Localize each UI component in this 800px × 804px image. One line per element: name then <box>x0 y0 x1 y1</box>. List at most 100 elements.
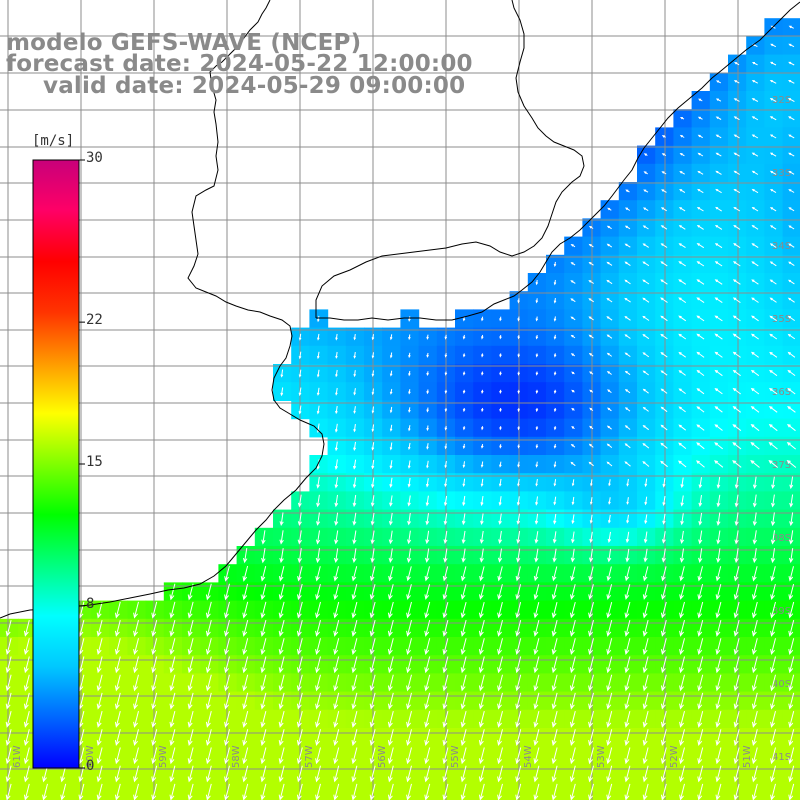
wind-arrow <box>133 619 139 637</box>
wind-arrow <box>426 334 429 340</box>
wind-arrow <box>624 638 631 656</box>
wind-arrow <box>371 424 375 433</box>
colorbar <box>32 159 85 769</box>
wind-arrow <box>569 638 576 656</box>
wind-arrow <box>478 656 485 674</box>
wind-arrow <box>461 548 466 563</box>
wind-arrow <box>316 351 320 360</box>
wind-arrow <box>769 207 777 212</box>
wind-arrow <box>589 531 593 544</box>
wind-arrow <box>697 729 704 747</box>
wind-arrow <box>205 638 212 656</box>
wind-arrow <box>680 495 684 507</box>
wind-arrow <box>316 494 321 508</box>
wind-arrow <box>333 601 340 619</box>
wind-arrow <box>407 460 411 469</box>
wind-arrow <box>734 62 740 66</box>
wind-arrow <box>114 710 121 728</box>
wind-arrow <box>679 601 685 619</box>
wind-arrow <box>114 765 121 783</box>
wind-arrow <box>624 765 631 783</box>
wind-arrow <box>661 153 667 157</box>
wind-arrow <box>425 530 430 545</box>
wind-arrow <box>769 134 777 139</box>
wind-arrow <box>697 710 704 728</box>
wind-arrow <box>481 407 484 413</box>
wind-arrow <box>353 352 357 359</box>
wind-arrow <box>387 619 394 637</box>
wind-arrow <box>497 619 503 637</box>
colorbar-ticks <box>79 159 85 769</box>
wind-arrow <box>353 424 357 433</box>
wind-arrow <box>205 674 212 692</box>
wind-arrow <box>96 765 103 783</box>
longitude-label: 57W <box>304 745 315 768</box>
wind-arrow <box>279 548 284 564</box>
wind-arrow <box>315 674 321 692</box>
wind-arrow <box>588 243 594 248</box>
wind-arrow <box>734 530 739 545</box>
wind-arrow <box>133 710 139 728</box>
wind-arrow <box>643 171 648 175</box>
wind-arrow <box>768 387 778 395</box>
latitude-label: 36S <box>772 387 791 398</box>
wind-arrow <box>588 352 594 357</box>
colorbar-tick-label: 15 <box>86 454 103 470</box>
wind-arrow <box>642 388 649 394</box>
wind-arrow <box>678 315 687 322</box>
wind-arrow <box>278 692 285 710</box>
wind-arrow <box>624 352 631 358</box>
wind-arrow <box>315 601 321 619</box>
wind-arrow <box>553 513 557 525</box>
wind-arrow <box>169 619 176 637</box>
wind-arrow <box>242 583 249 601</box>
wind-arrow <box>642 584 649 600</box>
wind-arrow <box>788 261 795 267</box>
wind-arrow <box>334 459 339 470</box>
wind-arrow <box>515 619 522 637</box>
longitude-label: 58W <box>231 745 242 768</box>
wind-arrow <box>533 566 540 582</box>
wind-arrow <box>151 619 158 637</box>
wind-arrow <box>697 134 703 139</box>
wind-arrow <box>788 619 795 637</box>
wind-arrow <box>571 531 575 544</box>
wind-arrow <box>478 710 485 728</box>
wind-arrow <box>426 407 429 413</box>
wind-arrow <box>515 692 522 710</box>
wind-arrow <box>205 710 212 728</box>
wind-arrow <box>460 619 467 637</box>
wind-arrow <box>714 388 723 395</box>
wind-arrow <box>788 674 795 692</box>
wind-arrow <box>624 710 631 728</box>
wind-arrow <box>442 638 449 656</box>
wind-arrow <box>333 747 340 765</box>
wind-arrow <box>296 710 303 728</box>
wind-arrow <box>787 315 795 322</box>
wind-arrow <box>169 692 176 710</box>
wind-arrow <box>553 279 557 286</box>
wind-arrow <box>553 461 557 468</box>
wind-arrow <box>278 710 285 728</box>
wind-arrow <box>786 423 796 432</box>
wind-arrow <box>752 476 757 490</box>
wind-arrow <box>788 170 795 175</box>
wind-arrow <box>278 638 285 656</box>
wind-arrow <box>298 333 302 341</box>
wind-arrow <box>697 188 704 194</box>
wind-arrow <box>698 98 703 102</box>
wind-arrow <box>770 765 776 783</box>
wind-arrow <box>678 297 687 304</box>
wind-arrow <box>624 692 631 710</box>
wind-arrow <box>697 116 703 120</box>
wind-arrow <box>371 388 375 396</box>
wind-arrow <box>335 405 338 415</box>
wind-arrow <box>278 601 285 619</box>
wind-arrow <box>552 548 557 563</box>
wind-arrow <box>624 729 631 747</box>
wind-arrow <box>425 495 430 507</box>
wind-arrow <box>535 479 538 487</box>
wind-arrow <box>751 656 758 674</box>
wind-arrow <box>369 692 376 710</box>
wind-arrow <box>733 710 740 728</box>
